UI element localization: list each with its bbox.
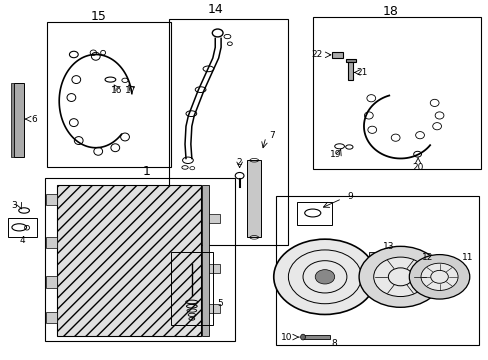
Circle shape (273, 239, 375, 315)
Bar (347, 60, 352, 80)
Bar (208, 304, 219, 313)
Text: 22: 22 (311, 50, 322, 59)
Text: 20: 20 (411, 163, 423, 172)
Bar (171, 252, 212, 325)
Text: 15: 15 (90, 10, 106, 23)
Text: 5: 5 (217, 299, 223, 308)
Bar (208, 264, 219, 273)
Circle shape (315, 270, 334, 284)
Text: 2: 2 (236, 158, 242, 167)
Text: 18: 18 (382, 5, 398, 18)
Bar (44, 178, 234, 341)
Bar (46, 194, 57, 205)
Text: 1: 1 (143, 165, 151, 177)
Bar (201, 185, 208, 336)
Text: 10: 10 (280, 333, 292, 342)
Bar (8, 218, 37, 237)
Bar (47, 22, 171, 167)
Circle shape (373, 257, 427, 297)
Bar (208, 214, 219, 223)
Ellipse shape (300, 334, 305, 340)
Bar (46, 276, 57, 288)
Text: 3: 3 (11, 201, 17, 210)
Circle shape (408, 255, 469, 299)
Text: 14: 14 (207, 3, 223, 16)
Bar (57, 185, 200, 336)
Text: 21: 21 (356, 68, 367, 77)
Text: 13: 13 (382, 242, 393, 251)
Text: 11: 11 (461, 253, 472, 262)
Bar (297, 202, 331, 225)
Bar (14, 83, 24, 157)
Text: 6: 6 (31, 114, 37, 123)
Bar (368, 252, 380, 261)
Bar (46, 237, 57, 248)
Text: 4: 4 (20, 237, 25, 246)
Bar (312, 17, 480, 169)
Text: 9: 9 (346, 192, 352, 201)
Bar (345, 59, 355, 62)
Circle shape (420, 263, 457, 291)
Text: 7: 7 (268, 131, 274, 140)
Text: 16: 16 (110, 86, 122, 95)
Text: 8: 8 (331, 339, 337, 348)
Bar (46, 312, 57, 323)
Bar (11, 83, 14, 157)
Circle shape (358, 246, 441, 307)
Bar (303, 335, 329, 339)
Bar (331, 51, 342, 58)
Text: 12: 12 (421, 253, 432, 262)
Text: 17: 17 (125, 86, 136, 95)
Bar (276, 196, 478, 345)
Text: 19: 19 (330, 150, 341, 159)
Bar (247, 160, 261, 237)
Bar (168, 19, 288, 244)
